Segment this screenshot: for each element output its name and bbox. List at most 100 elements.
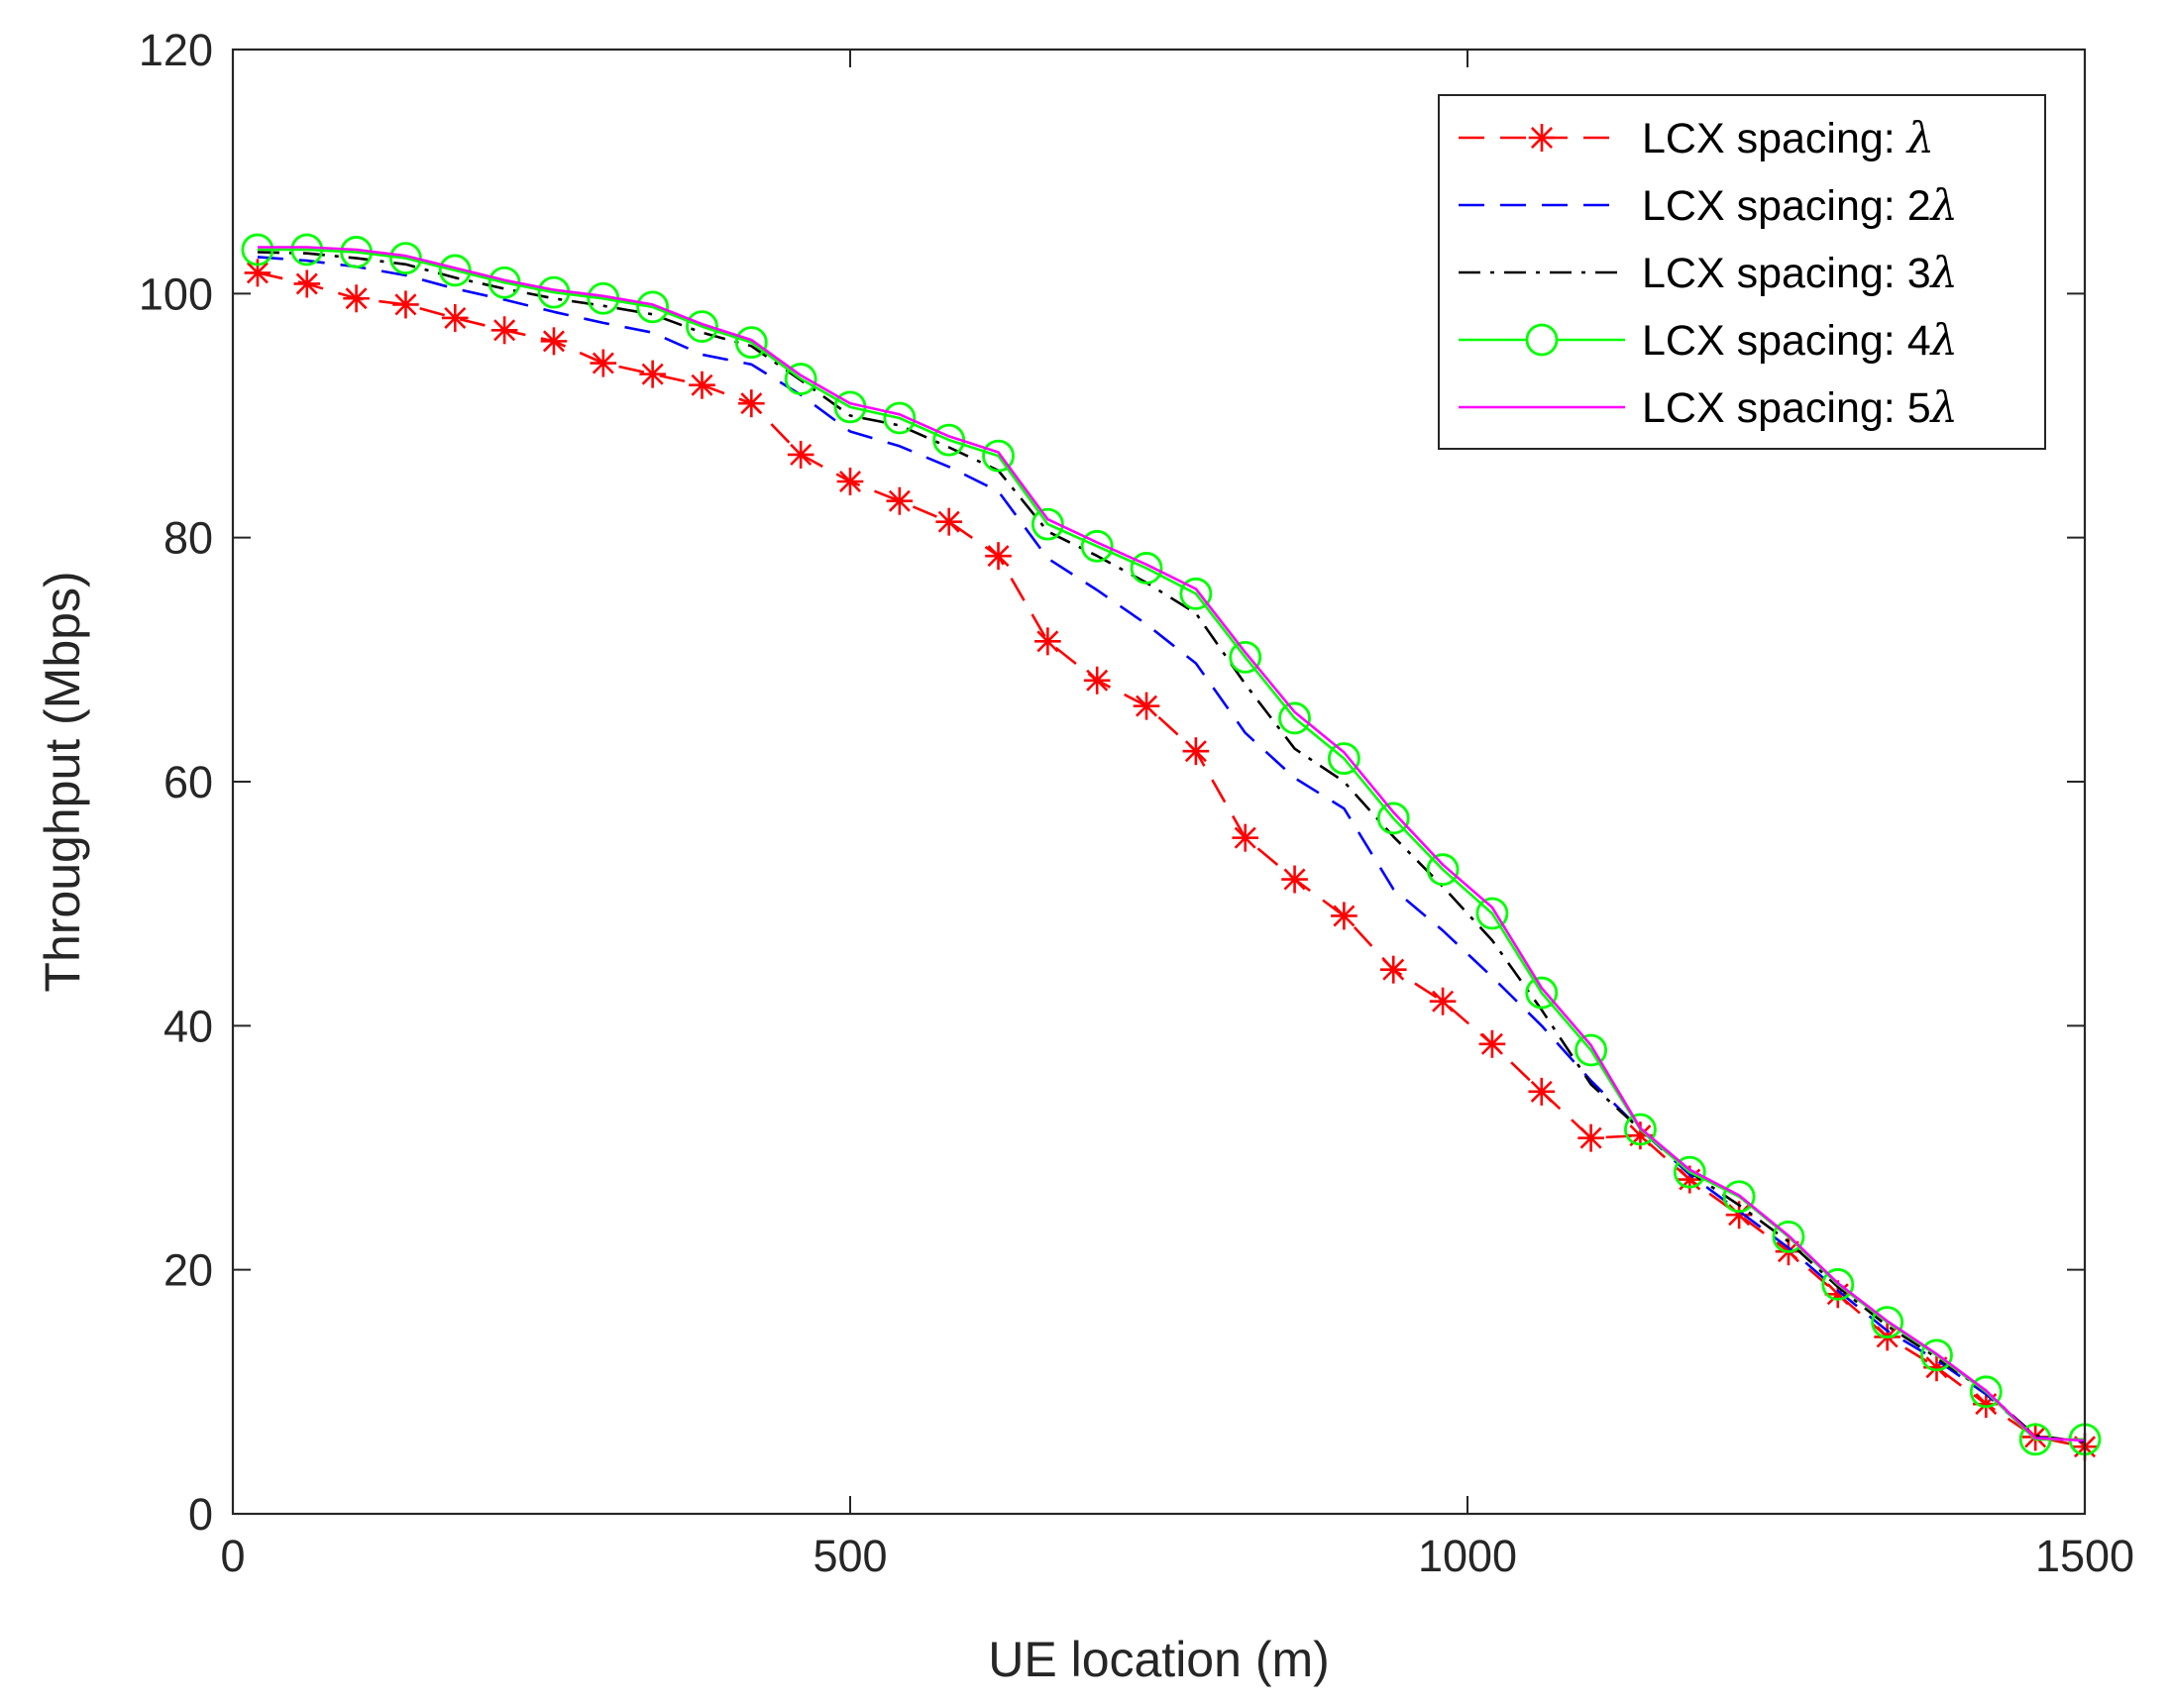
x-tick-label: 500	[813, 1531, 887, 1581]
series-4-point	[290, 233, 324, 267]
series-4-point	[241, 233, 274, 267]
series-4-point	[1130, 552, 1163, 585]
series-1-point	[1034, 627, 1061, 656]
y-tick-label: 60	[163, 757, 213, 807]
series-2-line	[257, 256, 2086, 1443]
series-1-point	[244, 259, 272, 287]
series-4-point	[1328, 742, 1360, 775]
series-5	[257, 246, 2086, 1442]
series-1-point	[343, 284, 370, 313]
series-3	[257, 251, 2086, 1443]
series-4-point	[1969, 1375, 2003, 1409]
legend-label: LCX spacing: 3λ	[1642, 249, 1958, 298]
series-1-point	[1725, 1201, 1753, 1229]
series-4-point	[1229, 640, 1262, 674]
legend-marker	[1528, 124, 1556, 152]
series-1-point	[441, 303, 469, 332]
series-1-point	[787, 440, 814, 469]
series-1-point	[1429, 987, 1457, 1015]
axes-layer: 0 500 1000 1500 0 20 40 60 80 100 120	[139, 25, 2134, 1581]
series-1-point	[886, 486, 914, 515]
series-1-point	[1281, 865, 1308, 894]
legend-label-text: LCX spacing: 4	[1642, 317, 1931, 365]
series-4-point	[636, 290, 670, 324]
series-1-point	[1577, 1123, 1604, 1152]
series-1-point	[1083, 666, 1111, 694]
series-1-point	[1182, 737, 1210, 766]
y-tick-label: 80	[163, 513, 213, 564]
series-4-point	[1278, 701, 1311, 735]
series-4-point	[1376, 801, 1410, 835]
series-3-line	[257, 251, 2086, 1443]
legend-label: LCX spacing: 4λ	[1642, 316, 1958, 366]
series-1-point	[985, 542, 1012, 571]
series-1-point	[639, 360, 666, 388]
series-4-point	[734, 326, 768, 360]
x-tick-label: 0	[220, 1531, 245, 1581]
legend-entry-5: LCX spacing: 5λ	[1459, 383, 1958, 433]
legend-marker	[1525, 323, 1559, 357]
x-tick-label: 1000	[1418, 1531, 1517, 1581]
y-tick-label: 100	[139, 268, 213, 319]
y-tick-label: 120	[139, 25, 213, 75]
legend-label: LCX spacing: λ	[1642, 114, 1934, 163]
series-1-point	[1528, 1077, 1556, 1106]
series-4-point	[1920, 1338, 1953, 1372]
series-4-point	[982, 439, 1015, 473]
legend-label-symbol: λ	[1905, 114, 1934, 163]
series-1-point	[392, 290, 419, 319]
series-1-point	[836, 468, 864, 496]
series-2	[257, 256, 2086, 1443]
series-1-point	[1232, 823, 1259, 852]
series-1-point	[738, 389, 765, 418]
y-tick-label: 20	[163, 1245, 213, 1296]
legend-label: LCX spacing: 2λ	[1642, 181, 1958, 231]
y-axis-label: Throughput (Mbps)	[35, 571, 90, 992]
x-axis-label: UE location (m)	[988, 1632, 1330, 1687]
series-4-point	[686, 310, 718, 343]
series-1-point	[490, 316, 518, 345]
series-4-point	[1772, 1221, 1805, 1253]
y-tick-label: 0	[188, 1489, 213, 1540]
series-5-line	[257, 246, 2086, 1442]
series-1-point	[1133, 692, 1160, 720]
x-tick-label: 1500	[2035, 1531, 2134, 1581]
legend-entry-4: LCX spacing: 4λ	[1459, 316, 1958, 366]
series-4-point	[1821, 1268, 1855, 1301]
series-1-point	[590, 349, 617, 377]
series-1-point	[293, 269, 321, 298]
legend-label: LCX spacing: 5λ	[1642, 383, 1958, 433]
series-4-point	[1722, 1180, 1756, 1214]
series-4-point	[1673, 1155, 1706, 1189]
legend-entry-1: LCX spacing: λ	[1459, 114, 1934, 163]
series-1-point	[689, 371, 715, 399]
legend-label-text: LCX spacing: 2	[1642, 182, 1931, 230]
series-1-line	[257, 271, 2086, 1448]
legend-entry-2: LCX spacing: 2λ	[1459, 181, 1958, 231]
series-1-point	[1478, 1029, 1506, 1058]
series-4-point	[1475, 897, 1509, 930]
legend-label-text: LCX spacing: 5	[1642, 384, 1931, 432]
legend-label-symbol: λ	[1929, 316, 1958, 366]
series-4-point	[883, 401, 917, 435]
series-4-point	[1080, 529, 1114, 563]
legend-label-symbol: λ	[1929, 181, 1958, 231]
series-1-point	[1379, 955, 1407, 984]
series-4-point	[1575, 1033, 1607, 1067]
series-4-point	[1179, 577, 1213, 610]
series-4-point	[1031, 507, 1064, 541]
legend-label-symbol: λ	[1929, 383, 1958, 433]
legend-label-symbol: λ	[1929, 249, 1958, 298]
series-4-point	[1871, 1306, 1904, 1339]
series-layer	[241, 233, 2102, 1461]
series-1-point	[935, 507, 962, 536]
legend-label-text: LCX spacing:	[1642, 115, 1907, 162]
y-tick-label: 40	[163, 1001, 213, 1051]
series-4-point	[1426, 853, 1460, 887]
series-1-point	[540, 327, 568, 356]
series-1-point	[1331, 902, 1358, 930]
series-4-point	[1525, 976, 1559, 1010]
series-4-point	[1624, 1113, 1657, 1146]
legend-label-text: LCX spacing: 3	[1642, 250, 1931, 297]
